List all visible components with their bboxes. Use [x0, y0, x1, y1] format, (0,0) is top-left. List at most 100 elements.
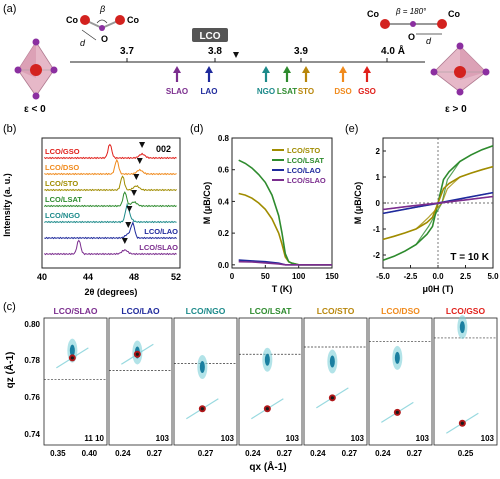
xrd-curve-label: LCO/NGO: [45, 211, 80, 220]
rsm-intensity-core: [264, 353, 270, 366]
rsm-intensity-core: [459, 321, 465, 334]
rsm-reflection-label: 103: [156, 434, 170, 443]
legend-label: LCO/LAO: [287, 166, 321, 175]
y-tick-label: 0.0: [218, 261, 230, 270]
lco-arrow-icon: [233, 52, 239, 58]
xrd-curve-label: LCO/LAO: [144, 227, 178, 236]
y-tick-label: -1: [373, 225, 381, 234]
rsm-xtick: 0.25: [458, 449, 474, 458]
magnetization-temperature-plot: 0 50 100 150 0.0 0.2 0.4 0.6 0.8 T (K) M (μB/Co) LC…: [202, 134, 339, 294]
rsm-intensity-core: [199, 360, 205, 373]
rsm-reflection-label: 103: [351, 434, 365, 443]
x-tick-label: -5.0: [376, 272, 390, 281]
xrd-curve: [44, 202, 177, 224]
bond-bent-icon: [80, 15, 125, 41]
xrd-curve: [43, 191, 177, 208]
co-left-1-label: Co: [66, 15, 78, 25]
substrate-arrowhead-icon: [205, 66, 213, 73]
d-right-label: d: [426, 36, 432, 46]
xrd-xtick: 52: [171, 272, 181, 282]
xrd-film-peak-marker-icon: [139, 142, 146, 148]
legend-label: LCO/STO: [287, 146, 320, 155]
substrate-arrowhead-icon: [283, 66, 291, 73]
rsm-reflection-label: 103: [416, 434, 430, 443]
lco-badge-label: LCO: [199, 31, 220, 42]
rsm-title: LCO/GSO: [446, 306, 486, 316]
co-right-2-label: Co: [448, 9, 460, 19]
o-right-label: O: [408, 32, 415, 42]
rsm-xlabel: qx (Å-1): [249, 460, 286, 473]
xrd-xtick: 48: [129, 272, 139, 282]
x-tick-label: 100: [292, 272, 306, 281]
y-tick-label: 0: [376, 199, 381, 208]
y-axis-label: M (μB/Co): [353, 182, 363, 225]
series-line-return: [382, 195, 494, 211]
y-tick-label: 1: [376, 173, 381, 182]
substrate-label: DSO: [334, 87, 351, 96]
co-right-1-label: Co: [367, 9, 379, 19]
panel-label-e: (e): [345, 123, 358, 135]
y-tick-label: 0.6: [218, 166, 230, 175]
rsm-frame: [173, 317, 238, 446]
substrate-markers: SLAO LAO NGO LSAT STO DSO GSO: [166, 66, 376, 96]
rsm-frame: [108, 317, 173, 446]
x-tick-label: 2.5: [460, 272, 472, 281]
rsm-title: LCO/LSAT: [250, 306, 293, 316]
xrd-film-peak-marker-icon: [136, 158, 143, 164]
series-line: [238, 260, 332, 266]
rsm-ylabel: qz (Å-1): [3, 352, 16, 389]
xrd-curve: [43, 239, 177, 256]
substrate-label: LSAT: [277, 87, 297, 96]
rsm-intensity-core: [394, 351, 400, 364]
rsm-xtick: 0.35: [50, 449, 66, 458]
xrd-plot-frame: [41, 137, 181, 269]
xrd-curve: [44, 158, 177, 176]
y-tick-label: 0.8: [218, 134, 230, 143]
substrate-label: NGO: [257, 87, 275, 96]
substrate-label: SLAO: [166, 87, 188, 96]
rsm-frame: [303, 317, 368, 446]
substrate-arrowhead-icon: [262, 66, 270, 73]
xrd-curve-label: LCO/DSO: [45, 163, 79, 172]
bond-straight-icon: [380, 19, 447, 35]
substrate-arrowhead-icon: [302, 66, 310, 73]
rsm-reflection-label: 103: [481, 434, 495, 443]
rsm-xtick: 0.27: [342, 449, 358, 458]
y-tick-label: -2: [373, 251, 381, 260]
x-tick-label: 50: [261, 272, 270, 281]
octahedron-right-icon: [430, 42, 490, 96]
rsm-title: LCO/NGO: [186, 306, 226, 316]
rsm-intensity-core: [329, 355, 335, 368]
rsm-xtick: 0.40: [82, 449, 98, 458]
rsm-ytick: 0.78: [24, 356, 40, 365]
y-tick-label: 2: [376, 147, 381, 156]
xrd-curve: [44, 221, 177, 240]
d-left-label: d: [80, 38, 86, 48]
xrd-curve: [43, 143, 177, 160]
rsm-maps: LCO/SLAO 11 10 0.35 0.40 LCO/LAO 103 0.24 0.27 L…: [43, 306, 498, 458]
x-axis-label: T (K): [272, 284, 293, 294]
beta-left-label: β: [99, 4, 105, 14]
xrd-curves: LCO/GSO LCO/DSO LCO/STO LCO/LSAT LCO/NGO LCO/…: [43, 142, 178, 256]
panel-label-b: (b): [3, 123, 16, 135]
substrate-label: STO: [298, 87, 314, 96]
y-axis-label: M (μB/Co): [202, 182, 212, 225]
rsm-xtick: 0.24: [115, 449, 131, 458]
xrd-curve: [44, 175, 177, 192]
lco-badge: [192, 28, 228, 42]
plot-annotation: T = 10 K: [450, 252, 489, 263]
xrd-peak-label: 002: [156, 144, 171, 154]
panel-label-d: (d): [190, 123, 203, 135]
rsm-peak-center: [460, 421, 464, 425]
substrate-arrowhead-icon: [339, 66, 347, 73]
rsm-xtick: 0.24: [310, 449, 326, 458]
rsm-reflection-label: 103: [221, 434, 235, 443]
rsm-xtick: 0.24: [245, 449, 261, 458]
rsm-xtick: 0.27: [147, 449, 163, 458]
x-axis-label: μ0H (T): [422, 284, 453, 294]
rsm-peak-center: [70, 356, 74, 360]
xrd-film-peak-marker-icon: [121, 238, 128, 244]
rsm-peak-center: [135, 352, 139, 356]
rsm-reflection-label: 11 10: [84, 434, 104, 443]
strain-positive-label: ε > 0: [445, 104, 467, 115]
